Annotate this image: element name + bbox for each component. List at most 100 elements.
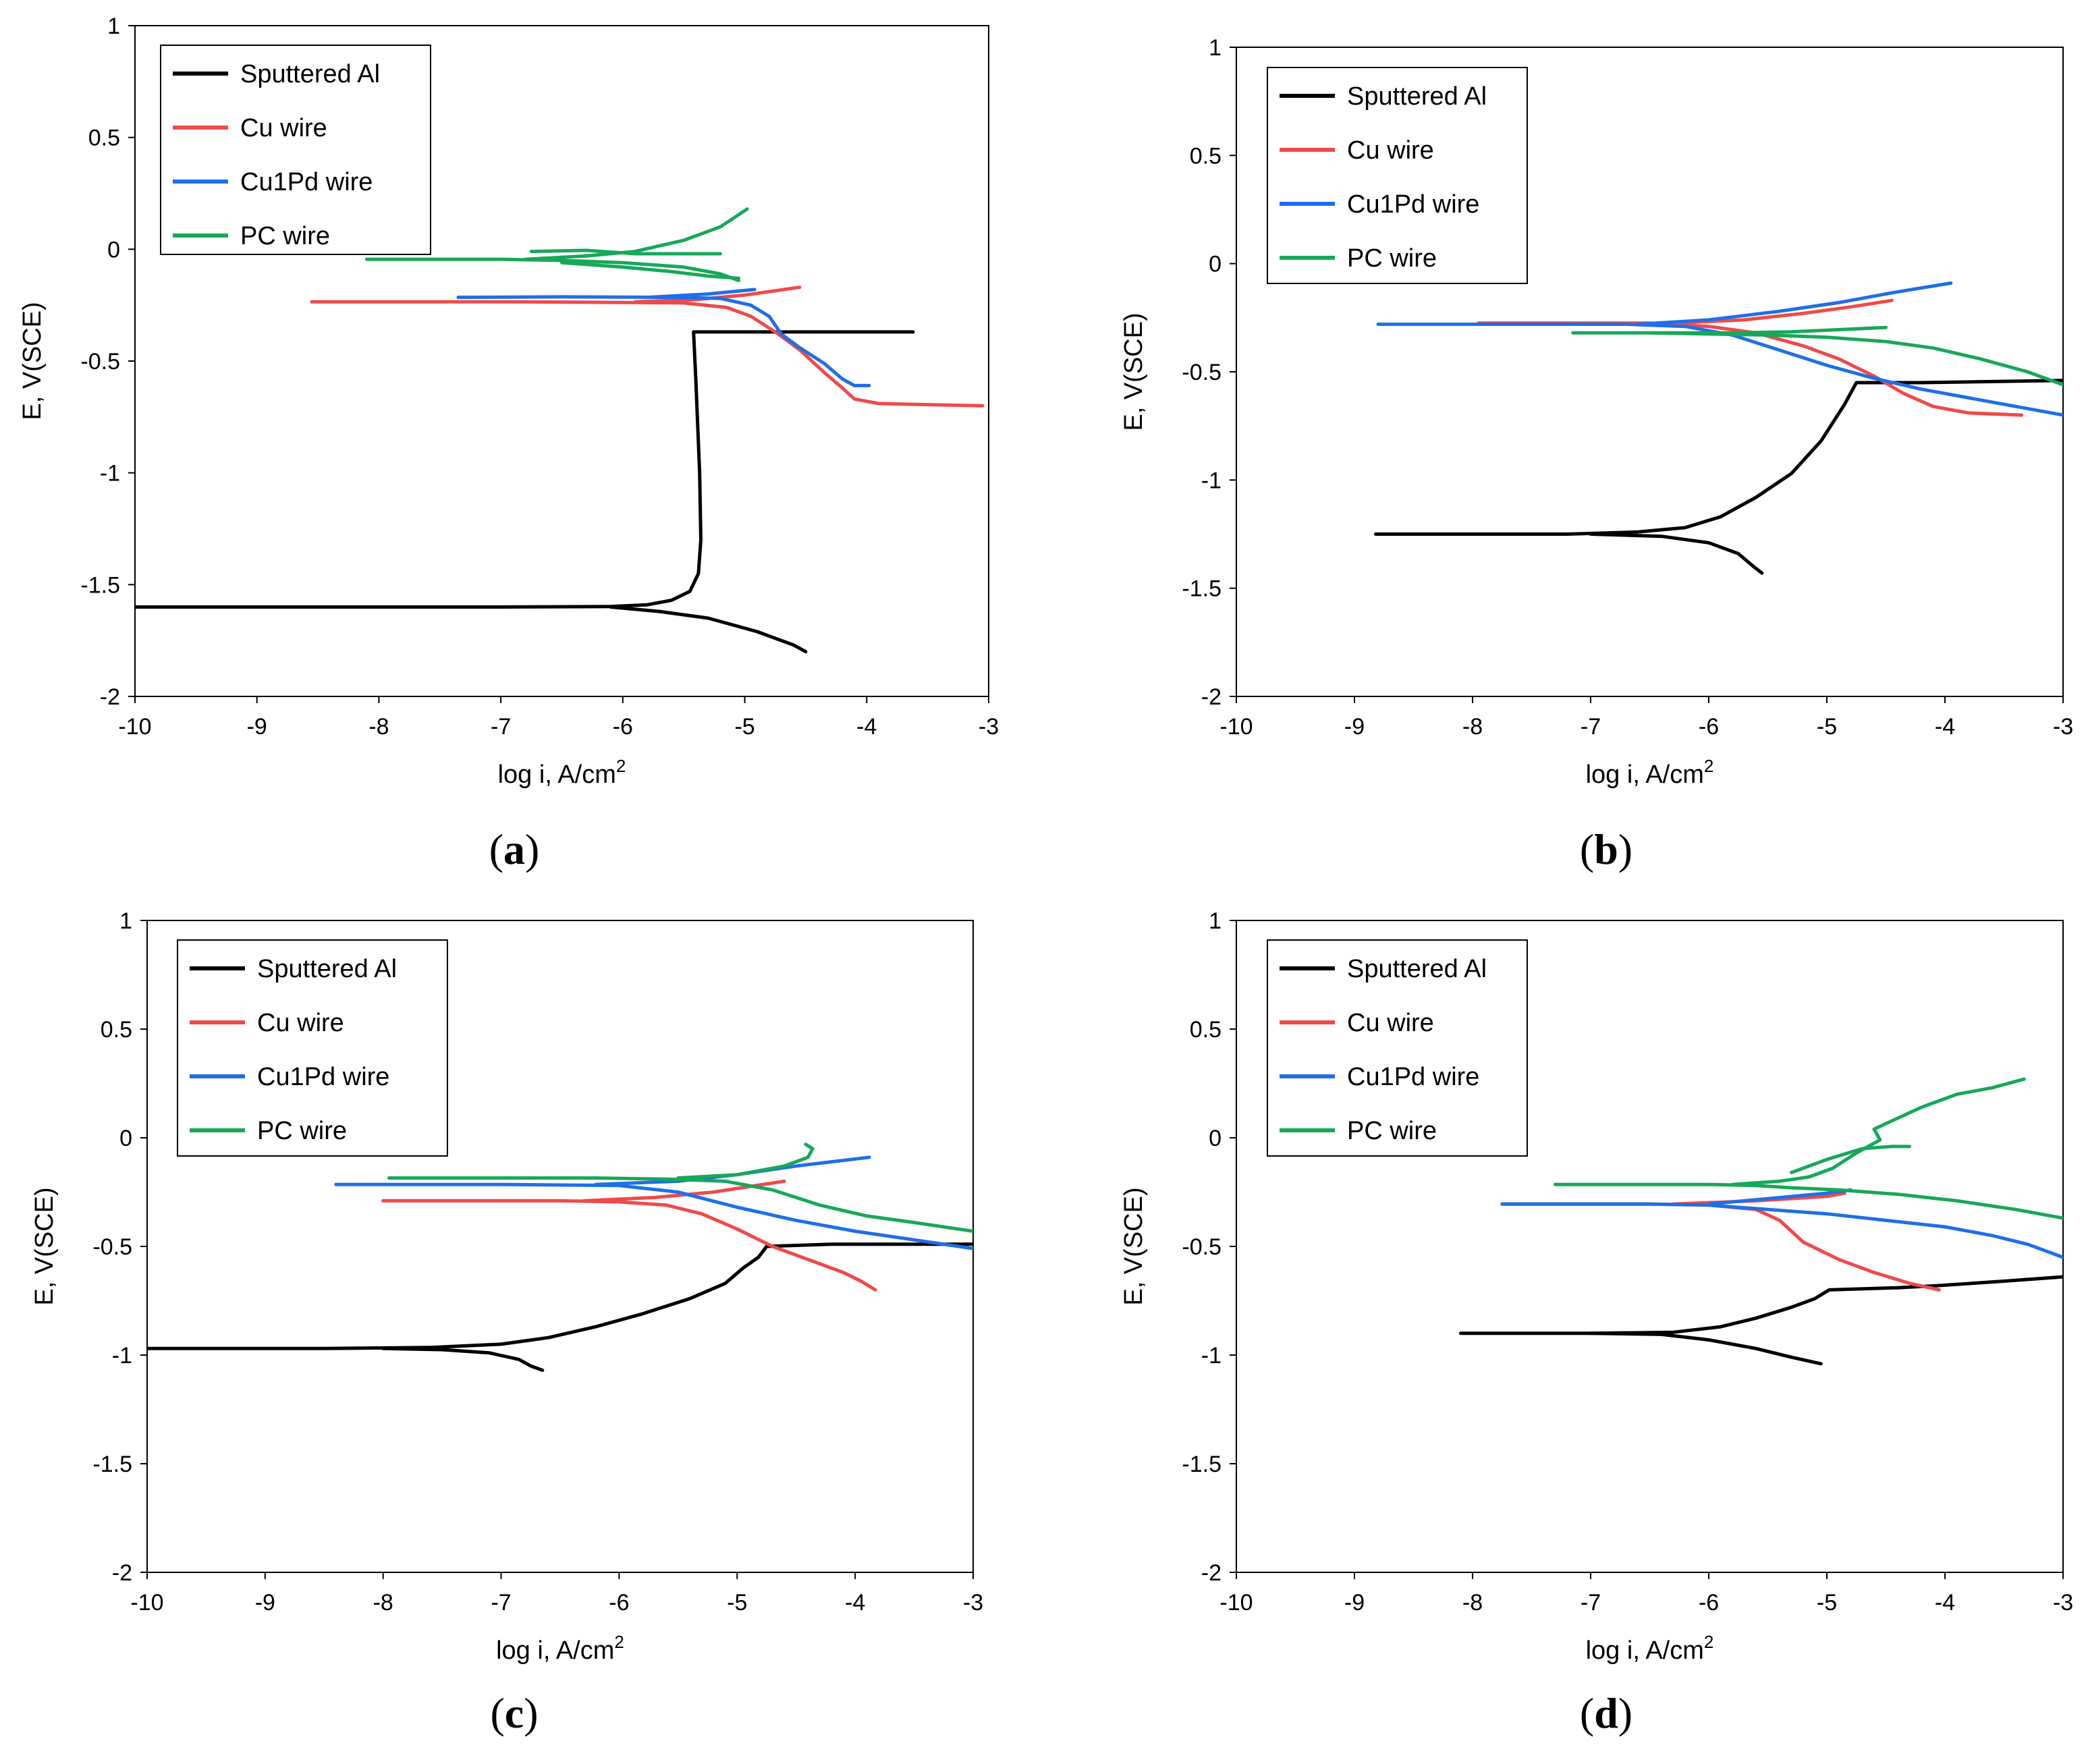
series-line-sputtered-al xyxy=(1374,379,2063,536)
panel-caption: (c) xyxy=(490,1689,538,1737)
series-line-pc-wire xyxy=(1554,1182,2063,1220)
series-line-sputtered-al xyxy=(609,605,808,654)
legend-label: PC wire xyxy=(240,222,330,250)
series-line-cu1pd-wire xyxy=(594,1155,871,1186)
y-axis-title: E, V(SCE) xyxy=(18,302,47,420)
legend-label: Cu wire xyxy=(1347,136,1434,165)
x-tick-label: -3 xyxy=(979,714,999,740)
x-tick-label: -10 xyxy=(118,714,151,740)
legend-label: PC wire xyxy=(1347,244,1437,273)
chart-panel-a: -10 -9 -8 -7 -6 -5 -4 -3 -2 -1.5 -1 -0.5 0 0.5 1 log i,… xyxy=(18,13,999,873)
x-tick-label: -10 xyxy=(1219,1590,1253,1616)
y-tick-label: 0.5 xyxy=(88,126,120,151)
x-axis-title-superscript: 2 xyxy=(616,756,626,776)
y-tick-label: -2 xyxy=(1201,1560,1222,1586)
legend-label: PC wire xyxy=(257,1117,347,1145)
legend-label: Cu wire xyxy=(240,114,327,142)
x-tick-label: -8 xyxy=(373,1590,393,1616)
y-tick-label: 0.5 xyxy=(101,1017,132,1043)
series-group xyxy=(1374,281,2063,575)
x-tick-label: -5 xyxy=(727,1590,747,1616)
chart-panel-d: -10 -9 -8 -7 -6 -5 -4 -3 -2 -1.5 -1 -0.5 0 0.5 1 log i,… xyxy=(1120,908,2073,1737)
series-line-sputtered-al xyxy=(1589,532,1764,575)
x-axis-title-superscript: 2 xyxy=(1704,1632,1713,1652)
series-line-sputtered-al xyxy=(1459,1275,2063,1335)
legend-box xyxy=(1267,939,1528,1157)
series-line-cu1pd-wire xyxy=(456,295,871,387)
series-line-cu-wire xyxy=(1500,1202,1941,1292)
caption-close: ) xyxy=(524,1689,538,1737)
y-tick-label: 0 xyxy=(107,237,120,263)
x-tick-label: -4 xyxy=(1935,714,1955,740)
series-line-pc-wire xyxy=(1790,1145,1911,1174)
caption-letter: a xyxy=(503,825,525,873)
legend-label: Cu1Pd wire xyxy=(257,1063,389,1091)
legend-label: Cu wire xyxy=(257,1009,344,1037)
legend-label: PC wire xyxy=(1347,1117,1437,1145)
legend: Sputtered Al Cu wire Cu1Pd wire PC wire xyxy=(1267,67,1528,284)
series-group xyxy=(135,207,985,654)
x-tick-label: -5 xyxy=(1817,714,1837,740)
legend-label: Sputtered Al xyxy=(1347,82,1487,111)
caption-letter: c xyxy=(505,1689,524,1737)
legend-box xyxy=(1267,67,1528,284)
y-tick-label: -2 xyxy=(100,684,120,710)
y-tick-label: 1 xyxy=(1209,35,1222,61)
y-tick-label: -0.5 xyxy=(92,1234,132,1260)
x-tick-label: -9 xyxy=(1344,1590,1365,1616)
y-tick-label: -0.5 xyxy=(1182,360,1222,385)
y-tick-label: 0 xyxy=(1209,252,1222,277)
series-line-pc-wire xyxy=(1571,331,2063,387)
series-pc-wire xyxy=(364,207,749,283)
x-axis-title-superscript: 2 xyxy=(614,1632,624,1652)
y-tick-label: -1.5 xyxy=(80,572,120,598)
y-tick-label: -2 xyxy=(1201,684,1222,710)
x-tick-label: -4 xyxy=(856,714,877,740)
y-axis-title: E, V(SCE) xyxy=(1120,312,1148,431)
x-axis-title: log i, A/cm2 xyxy=(498,756,626,789)
x-axis-title: log i, A/cm2 xyxy=(496,1632,624,1665)
x-tick-label: -4 xyxy=(845,1590,865,1616)
series-group xyxy=(147,1142,973,1372)
x-tick-label: -9 xyxy=(247,714,267,740)
x-axis-title-superscript: 2 xyxy=(1704,756,1713,776)
series-sputtered-al xyxy=(1459,1275,2063,1366)
series-cu1pd-wire xyxy=(456,287,871,387)
y-tick-label: -2 xyxy=(112,1560,132,1586)
series-cu1pd-wire xyxy=(1376,281,2063,417)
series-line-pc-wire xyxy=(560,260,740,280)
caption-open: ( xyxy=(1580,1689,1594,1737)
y-tick-label: 1 xyxy=(119,908,132,934)
y-tick-label: 1 xyxy=(1209,908,1222,934)
x-tick-label: -5 xyxy=(1817,1590,1837,1616)
panel-caption: (d) xyxy=(1580,1689,1632,1737)
x-tick-label: -5 xyxy=(734,714,754,740)
panel-caption: (a) xyxy=(489,825,540,873)
series-sputtered-al xyxy=(135,330,915,654)
caption-open: ( xyxy=(490,1689,504,1737)
x-tick-label: -8 xyxy=(368,714,389,740)
series-cu-wire xyxy=(1477,298,2024,417)
legend-label: Sputtered Al xyxy=(257,955,397,983)
panel-caption: (b) xyxy=(1580,825,1632,873)
series-line-cu1pd-wire xyxy=(334,1182,973,1250)
series-line-cu-wire xyxy=(1672,298,1894,325)
series-sputtered-al xyxy=(147,1242,973,1372)
legend: Sputtered Al Cu wire Cu1Pd wire PC wire xyxy=(160,45,431,255)
series-group xyxy=(1459,1077,2063,1366)
series-line-pc-wire xyxy=(523,207,749,261)
x-tick-label: -7 xyxy=(1581,1590,1601,1616)
y-tick-label: -1 xyxy=(112,1343,132,1369)
series-line-cu1pd-wire xyxy=(1500,1202,2063,1259)
y-tick-label: 0 xyxy=(119,1126,132,1151)
y-tick-label: 0.5 xyxy=(1190,1017,1222,1043)
series-line-sputtered-al xyxy=(147,1242,973,1350)
legend-label: Sputtered Al xyxy=(240,60,380,88)
x-tick-label: -6 xyxy=(609,1590,629,1616)
y-axis-title: E, V(SCE) xyxy=(30,1187,59,1305)
x-axis-title: log i, A/cm2 xyxy=(1586,1632,1714,1665)
x-tick-label: -7 xyxy=(491,1590,511,1616)
x-tick-label: -10 xyxy=(1219,714,1253,740)
series-cu-wire xyxy=(310,285,985,408)
x-tick-label: -8 xyxy=(1462,1590,1483,1616)
